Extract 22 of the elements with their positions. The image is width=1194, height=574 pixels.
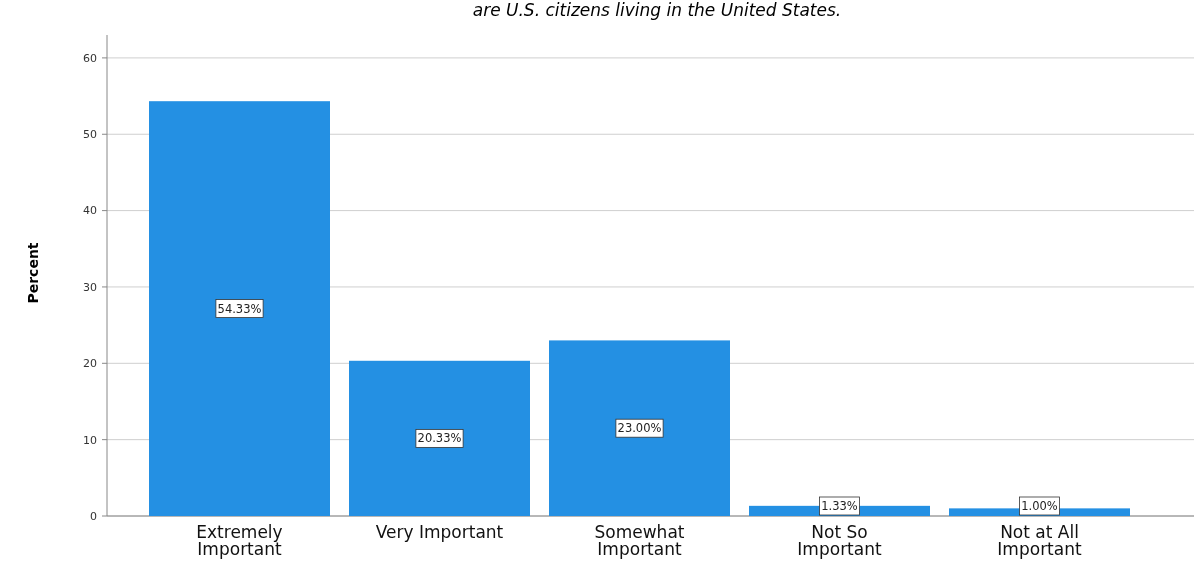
- bar: [549, 340, 730, 516]
- data-label: 23.00%: [617, 421, 662, 436]
- x-tick-label: Not So Important: [797, 522, 882, 559]
- data-label: 1.00%: [1021, 499, 1058, 514]
- bar: [149, 101, 330, 516]
- x-tick-label: Very Important: [375, 522, 504, 542]
- data-label: 54.33%: [217, 301, 262, 316]
- x-tick-label: Extremely Important: [196, 522, 283, 559]
- chart-title: are U.S. citizens living in the United States.: [472, 0, 842, 20]
- y-tick-label: 30: [83, 280, 97, 294]
- y-tick-label: 60: [83, 51, 97, 65]
- y-tick-label: 40: [83, 204, 97, 218]
- x-tick-label: Somewhat Important: [594, 522, 685, 559]
- y-tick-label: 0: [90, 509, 97, 523]
- bar: [349, 360, 530, 516]
- data-label: 20.33%: [417, 431, 462, 446]
- y-tick-label: 20: [83, 357, 97, 371]
- x-tick-label: Not at All Important: [997, 522, 1082, 559]
- data-label: 1.33%: [821, 499, 858, 514]
- y-tick-label: 10: [83, 433, 97, 447]
- y-axis-title: Percent: [25, 242, 41, 304]
- y-tick-label: 50: [83, 128, 97, 142]
